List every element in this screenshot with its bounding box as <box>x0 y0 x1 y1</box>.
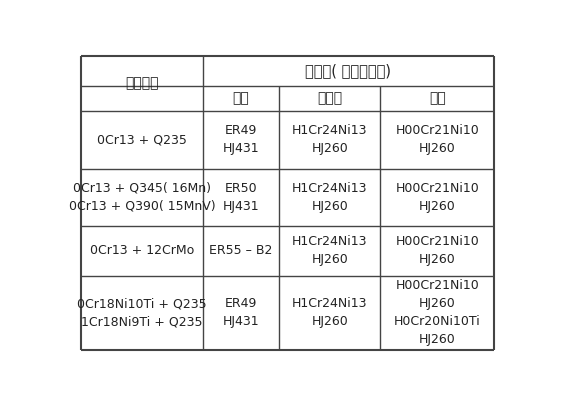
Text: 钢板牌号: 钢板牌号 <box>125 76 159 90</box>
Text: 过渡层: 过渡层 <box>318 92 342 106</box>
Text: ER49
HJ431: ER49 HJ431 <box>223 297 259 328</box>
Text: H1Cr24Ni13
HJ260: H1Cr24Ni13 HJ260 <box>292 182 367 213</box>
Text: 0Cr13 + Q235: 0Cr13 + Q235 <box>97 133 187 146</box>
Text: H00Cr21Ni10
HJ260
H0Cr20Ni10Ti
HJ260: H00Cr21Ni10 HJ260 H0Cr20Ni10Ti HJ260 <box>394 279 481 346</box>
Text: H1Cr24Ni13
HJ260: H1Cr24Ni13 HJ260 <box>292 124 367 155</box>
Text: 0Cr13 + 12CrMo: 0Cr13 + 12CrMo <box>90 244 194 257</box>
Text: H00Cr21Ni10
HJ260: H00Cr21Ni10 HJ260 <box>396 182 479 213</box>
Text: 基层: 基层 <box>233 92 250 106</box>
Text: 覆层: 覆层 <box>429 92 445 106</box>
Text: H00Cr21Ni10
HJ260: H00Cr21Ni10 HJ260 <box>396 235 479 266</box>
Text: 埋弧焊( 焊丝、焊剂): 埋弧焊( 焊丝、焊剂) <box>305 63 392 78</box>
Text: H1Cr24Ni13
HJ260: H1Cr24Ni13 HJ260 <box>292 235 367 266</box>
Text: ER55 – B2: ER55 – B2 <box>209 244 273 257</box>
Text: 0Cr13 + Q345( 16Mn)
0Cr13 + Q390( 15MnV): 0Cr13 + Q345( 16Mn) 0Cr13 + Q390( 15MnV) <box>68 182 215 213</box>
Text: H1Cr24Ni13
HJ260: H1Cr24Ni13 HJ260 <box>292 297 367 328</box>
Text: H00Cr21Ni10
HJ260: H00Cr21Ni10 HJ260 <box>396 124 479 155</box>
Text: 0Cr18Ni10Ti + Q235
1Cr18Ni9Ti + Q235: 0Cr18Ni10Ti + Q235 1Cr18Ni9Ti + Q235 <box>77 297 207 328</box>
Text: ER50
HJ431: ER50 HJ431 <box>223 182 259 213</box>
Text: ER49
HJ431: ER49 HJ431 <box>223 124 259 155</box>
